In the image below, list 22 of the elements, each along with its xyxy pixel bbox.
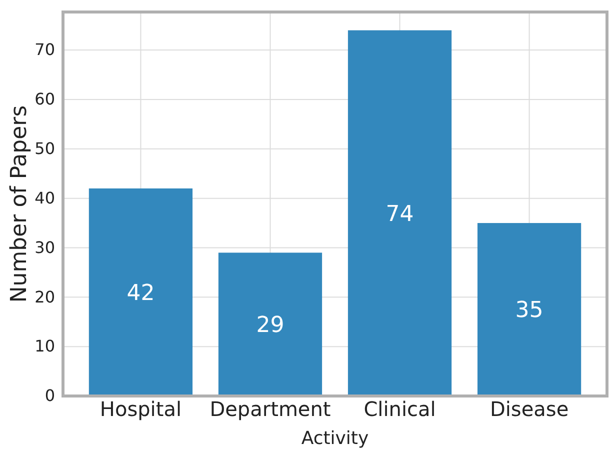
y-tick-label: 70: [34, 40, 55, 60]
y-axis-title: Number of Papers: [7, 105, 32, 303]
y-tick-label: 50: [34, 139, 55, 158]
bar: [477, 223, 582, 396]
y-tick-label: 10: [34, 336, 55, 356]
x-axis-title: Activity: [301, 428, 369, 449]
bar: [348, 30, 452, 396]
x-tick-label: Hospital: [100, 397, 182, 422]
data-label: 35: [515, 298, 544, 324]
bar: [88, 188, 193, 396]
data-label: 42: [126, 280, 155, 306]
bar: [218, 252, 322, 396]
data-label: 74: [386, 202, 414, 227]
data-label: 29: [256, 313, 284, 338]
x-tick-label: Clinical: [364, 397, 436, 422]
y-tick-label: 40: [34, 188, 55, 208]
x-tick-label: Department: [210, 397, 331, 422]
y-tick-label: 60: [34, 90, 55, 109]
y-tick-label: 20: [34, 287, 55, 306]
x-tick-label: Disease: [490, 397, 569, 422]
y-tick-label: 30: [34, 238, 55, 257]
y-tick-label: 0: [44, 386, 55, 406]
